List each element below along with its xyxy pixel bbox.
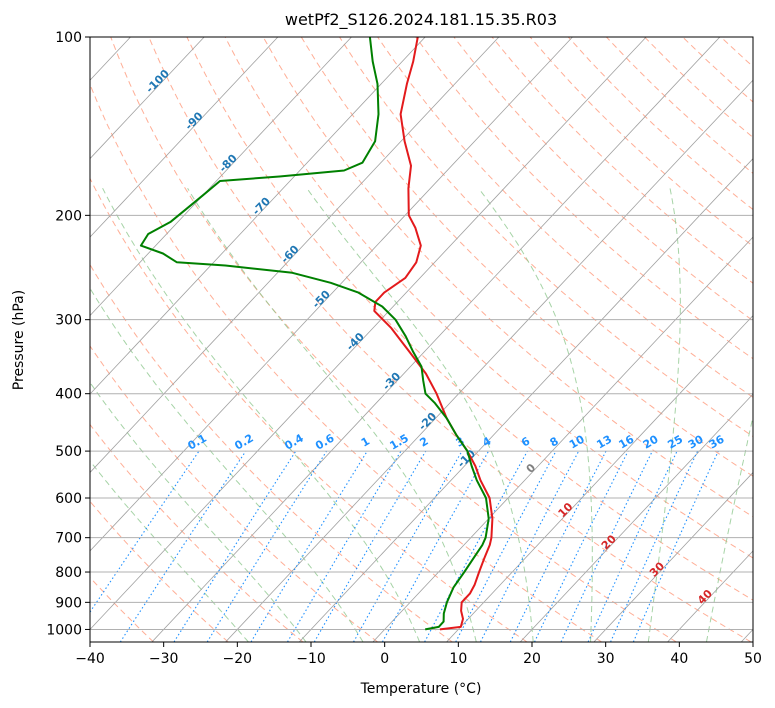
mixing-ratio-line-0.4: [173, 450, 297, 642]
y-tick-label-200: 200: [55, 208, 82, 224]
mixing-ratio-line-30: [610, 450, 699, 642]
dry-adiabat-270: [90, 345, 378, 642]
y-axis-label: Pressure (hPa): [11, 290, 27, 390]
dry-adiabat-390: [415, 37, 753, 360]
moist-adiabat-12: [187, 187, 477, 642]
mixing-ratio-line-16: [534, 450, 629, 642]
isotherm--40: [90, 37, 647, 631]
dry-adiabat-380: [377, 37, 753, 398]
x-tick-label-50: 50: [744, 651, 762, 667]
moist-adiabat-4: [102, 187, 421, 642]
y-tick-label-600: 600: [55, 491, 82, 507]
y-tick-label-1000: 1000: [46, 622, 82, 638]
x-tick-label-10: 10: [449, 651, 467, 667]
moist-adiabat--12: [90, 381, 307, 642]
isotherm-0: [372, 236, 753, 642]
x-tick-label-30: 30: [597, 651, 615, 667]
moist-adiabat-36: [647, 188, 681, 642]
isotherm--90: [90, 37, 279, 238]
x-tick-label-0: 0: [380, 651, 389, 667]
isotherm--20: [225, 79, 753, 642]
x-tick-label--20: −20: [223, 651, 253, 667]
mixing-ratio-line-36: [632, 450, 719, 642]
y-tick-label-700: 700: [55, 531, 82, 547]
x-tick-label--30: −30: [149, 651, 179, 667]
moist-adiabat--4: [90, 287, 364, 642]
mixing-ratio-line-4: [381, 450, 490, 642]
chart-title: wetPf2_S126.2024.181.15.35.R03: [285, 10, 557, 30]
isotherm-20: [519, 393, 753, 642]
y-tick-label-100: 100: [55, 30, 82, 46]
y-tick-label-300: 300: [55, 313, 82, 329]
x-axis-label: Temperature (°C): [360, 681, 482, 697]
mixing-ratio-line-13: [509, 450, 607, 642]
temperature-line: [373, 37, 494, 631]
dry-adiabat-360: [300, 37, 753, 477]
plot-area: -100-90-80-70-60-50-40-30-20-10 010203040…: [90, 37, 753, 642]
dewpoint-line: [139, 37, 490, 631]
dry-adiabat-410: [491, 37, 753, 284]
y-axis-ticks: 1000 900 800 700 600 500 400 300 200 100: [46, 30, 90, 638]
moist-adiabat-28: [478, 187, 593, 642]
y-tick-label-800: 800: [55, 565, 82, 581]
isotherm--30: [151, 37, 721, 642]
y-tick-label-900: 900: [55, 595, 82, 611]
y-tick-label-400: 400: [55, 387, 82, 403]
mixing-ratio-lines: [90, 450, 719, 642]
isotherm--80: [90, 37, 352, 317]
x-axis-ticks: −40 −30 −20 −10 0 10 20 30 40 50: [75, 642, 762, 667]
x-tick-label--40: −40: [75, 651, 105, 667]
isobar-gridlines: [90, 37, 753, 630]
dry-adiabat-250: [90, 500, 229, 642]
dry-adiabat-320: [148, 37, 752, 642]
moist-adiabat--20: [90, 460, 249, 642]
isotherm-30: [593, 471, 753, 642]
isotherm-10: [446, 314, 753, 642]
dry-adiabat-280: [90, 263, 453, 642]
mixing-ratio-line-0.2: [119, 450, 247, 642]
mixing-ratio-line-1: [250, 450, 368, 642]
isotherm--100: [90, 37, 205, 160]
isotherm--50: [90, 37, 573, 552]
moist-adiabat-44: [706, 414, 753, 642]
profile-series: [139, 37, 494, 631]
x-tick-label-40: 40: [670, 651, 688, 667]
x-tick-label--10: −10: [296, 651, 326, 667]
x-tick-label-20: 20: [523, 651, 541, 667]
skewed-isotherms: [90, 37, 753, 642]
dry-adiabat-290: [90, 177, 528, 642]
y-tick-label-500: 500: [55, 444, 82, 460]
dry-adiabat-260: [90, 423, 304, 642]
dry-adiabat-400: [453, 37, 753, 322]
isotherm--70: [90, 37, 426, 395]
isotherm--10: [298, 158, 753, 642]
dry-adiabats: [90, 37, 753, 642]
dry-adiabat-300: [90, 83, 602, 642]
mixing-ratio-line-6: [424, 450, 528, 642]
dry-adiabat-370: [339, 37, 753, 438]
dry-adiabat-310: [110, 37, 677, 642]
plot-frame: [89, 36, 754, 643]
moist-adiabat-20: [306, 187, 534, 642]
moist-adiabats: [90, 187, 753, 642]
